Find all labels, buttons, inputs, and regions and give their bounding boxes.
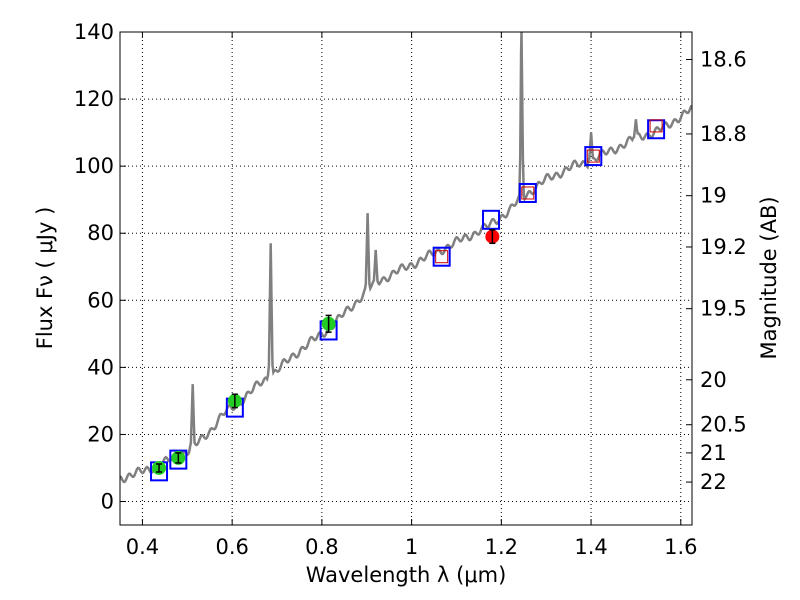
x-axis: 0.4 0.6 0.8 1 1.2 1.4 1.6 — [126, 32, 697, 559]
magnitude-tick-label: 19.5 — [700, 297, 747, 321]
template-box — [435, 250, 449, 264]
y-tick-label: 60 — [87, 288, 114, 312]
y-tick-label: 0 — [101, 490, 114, 514]
magnitude-tick-label: 19.2 — [700, 235, 747, 259]
y-axis: 0 20 40 60 80 100 120 140 — [74, 20, 126, 514]
x-tick-label: 1.6 — [664, 535, 697, 559]
spectrum-layer — [120, 32, 692, 484]
model-box — [432, 246, 451, 267]
magnitude-tick-label: 22 — [700, 470, 727, 494]
y-tick-label: 20 — [87, 422, 114, 446]
template-box — [586, 149, 600, 163]
model-box — [584, 146, 603, 167]
template-box — [649, 119, 663, 133]
magnitude-tick-label: 20 — [700, 368, 727, 392]
x-tick-label: 1.2 — [485, 535, 518, 559]
magnitude-tick-label: 21 — [700, 441, 727, 465]
template-box — [521, 186, 535, 200]
x-tick-label: 1 — [405, 535, 418, 559]
y-tick-label: 120 — [74, 87, 114, 111]
magnitude-tick-label: 18.8 — [700, 122, 747, 146]
magnitude-axis: 18.6 18.8 19 19.2 19.5 20 20.5 21 22 — [686, 48, 747, 494]
x-tick-label: 1.4 — [574, 535, 607, 559]
y-tick-label: 100 — [74, 154, 114, 178]
magnitude-axis-label: Magnitude (AB) — [757, 196, 781, 359]
y-tick-label: 80 — [87, 221, 114, 245]
model-box — [518, 182, 537, 203]
x-tick-label: 0.8 — [305, 535, 338, 559]
model-box — [482, 209, 501, 230]
x-tick-label: 0.4 — [126, 535, 159, 559]
observed-points-layer — [152, 229, 500, 475]
spectrum-line — [120, 32, 692, 484]
y-tick-label: 140 — [74, 20, 114, 44]
plot-frame — [119, 31, 693, 526]
y-tick-label: 40 — [87, 355, 114, 379]
x-axis-label: Wavelength λ (μm) — [306, 563, 507, 587]
x-tick-label: 0.6 — [215, 535, 248, 559]
magnitude-tick-label: 19 — [700, 184, 727, 208]
magnitude-tick-label: 18.6 — [700, 48, 747, 72]
model-box — [169, 449, 188, 470]
y-axis-label: Flux Fν ( μJy ) — [33, 207, 57, 350]
magnitude-tick-label: 20.5 — [700, 413, 747, 437]
